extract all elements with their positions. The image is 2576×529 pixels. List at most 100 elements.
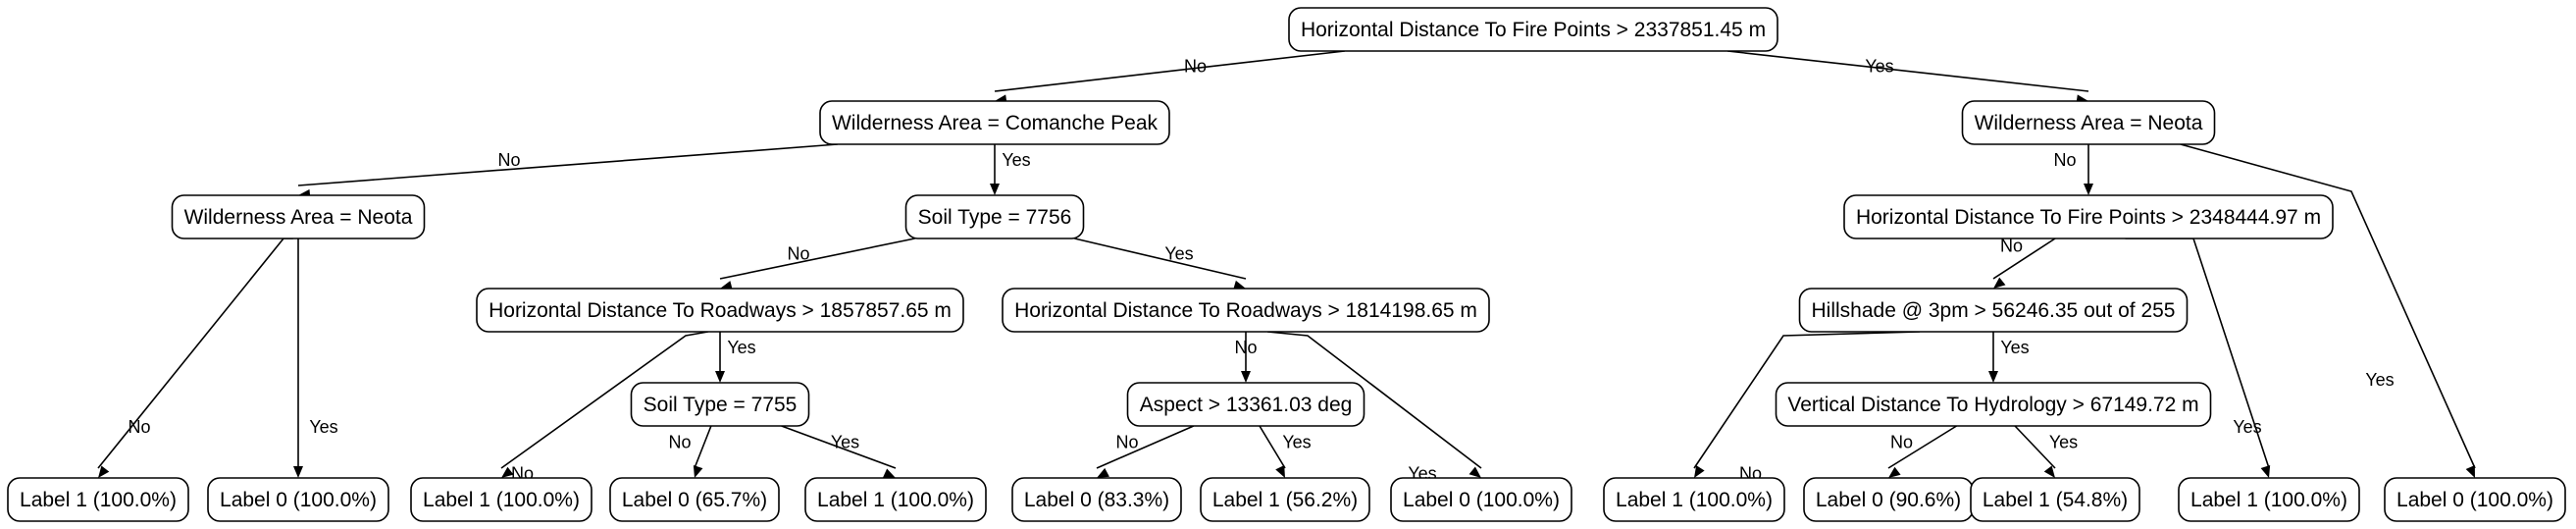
decision-node-n13: Aspect > 13361.03 deg [1126, 382, 1365, 427]
node-label: Wilderness Area = Comanche Peak [832, 112, 1159, 134]
node-box [1603, 477, 1785, 522]
node-box [171, 194, 426, 239]
edge-n22-n24 [2014, 425, 2056, 469]
edge-label-n13-n15: No [1115, 433, 1138, 452]
leaf-node-n15: Label 0 (83.3%) [1011, 477, 1182, 522]
arrowhead-n8-n14 [1468, 466, 1481, 478]
edge-n17-n19 [1992, 238, 2056, 280]
leaf-node-n5: Label 1 (100.0%) [7, 477, 189, 522]
arrowhead-n22-n24 [2043, 465, 2055, 478]
node-label: Label 1 (100.0%) [817, 489, 974, 511]
edge-label-n2-n18: Yes [2365, 370, 2394, 390]
node-box [1775, 382, 2212, 427]
arrowhead-n1-n4 [990, 184, 1000, 195]
arrowhead-n10-n11 [693, 465, 703, 478]
node-box [1002, 288, 1490, 333]
arrowhead-n19-n22 [1988, 371, 1998, 383]
edge-n19-n21 [1693, 331, 1921, 469]
edge-label-n2-n17: No [2053, 150, 2076, 170]
edge-label-n7-n10: Yes [727, 338, 755, 357]
decision-node-n0: Horizontal Distance To Fire Points > 233… [1288, 7, 1778, 52]
arrowhead-n22-n23 [1888, 466, 1901, 478]
tree-edges: No Yes No Yes No Yes No Yes No Yes No Yes No Yes No Yes… [97, 50, 2476, 484]
edge-n8-n14 [1266, 331, 1482, 469]
node-label: Label 1 (100.0%) [2190, 489, 2347, 511]
node-label: Label 1 (100.0%) [1616, 489, 1773, 511]
node-label: Wilderness Area = Neota [1975, 112, 2203, 134]
decision-node-n17: Horizontal Distance To Fire Points > 234… [1843, 194, 2334, 239]
edge-n13-n16 [1259, 425, 1286, 469]
leaf-node-n14: Label 0 (100.0%) [1390, 477, 1572, 522]
edge-label-n22-n24: Yes [2049, 433, 2078, 452]
leaf-node-n21: Label 1 (100.0%) [1603, 477, 1785, 522]
edge-label-n3-n6: Yes [309, 417, 337, 437]
edge-n7-n9 [500, 331, 708, 469]
leaf-node-n16: Label 1 (56.2%) [1200, 477, 1370, 522]
edge-label-n1-n4: Yes [1002, 150, 1030, 170]
node-box [207, 477, 389, 522]
decision-node-n8: Horizontal Distance To Roadways > 181419… [1002, 288, 1490, 333]
arrowhead-n7-n9 [501, 466, 514, 478]
decision-node-n22: Vertical Distance To Hydrology > 67149.7… [1775, 382, 2212, 427]
edge-n4-n7 [719, 238, 915, 280]
leaf-node-n12: Label 1 (100.0%) [804, 477, 987, 522]
node-box [804, 477, 987, 522]
node-box [1288, 7, 1778, 52]
node-label: Wilderness Area = Neota [184, 206, 413, 229]
arrowhead-n3-n6 [293, 466, 303, 478]
edge-label-n0-n2: Yes [1865, 57, 1893, 77]
edge-n13-n15 [1096, 425, 1195, 469]
edge-label-n13-n16: Yes [1282, 433, 1311, 452]
node-label: Label 0 (90.6%) [1816, 489, 1961, 511]
arrowhead-n2-n18 [2465, 465, 2475, 478]
edge-label-n10-n12: Yes [831, 433, 859, 452]
edge-label-n4-n8: Yes [1164, 244, 1193, 264]
node-label: Label 0 (65.7%) [622, 489, 767, 511]
node-box [476, 288, 964, 333]
node-label: Hillshade @ 3pm > 56246.35 out of 255 [1812, 299, 2176, 322]
node-label: Horizontal Distance To Fire Points > 233… [1301, 19, 1766, 41]
edge-n0-n2 [1727, 50, 2089, 92]
leaf-node-n9: Label 1 (100.0%) [410, 477, 592, 522]
arrowhead-n7-n10 [715, 371, 725, 383]
node-label: Horizontal Distance To Roadways > 181419… [1014, 299, 1477, 322]
leaf-node-n24: Label 1 (54.8%) [1970, 477, 2140, 522]
node-label: Horizontal Distance To Fire Points > 234… [1856, 206, 2321, 229]
edge-label-n10-n11: No [668, 433, 691, 452]
leaf-node-n20: Label 1 (100.0%) [2178, 477, 2360, 522]
arrowhead-n13-n15 [1097, 467, 1109, 478]
node-box [2384, 477, 2566, 522]
edge-n10-n11 [694, 425, 712, 469]
edge-n10-n12 [781, 425, 897, 469]
arrowhead-n17-n19 [1993, 277, 2006, 289]
node-box [1126, 382, 1365, 427]
node-box [904, 194, 1085, 239]
leaf-node-n11: Label 0 (65.7%) [609, 477, 780, 522]
arrowhead-n4-n8 [1233, 280, 1246, 291]
node-label: Label 0 (100.0%) [2396, 489, 2553, 511]
node-label: Label 1 (100.0%) [20, 489, 177, 511]
node-label: Label 1 (56.2%) [1212, 489, 1358, 511]
edge-label-n1-n3: No [497, 150, 520, 170]
decision-node-n19: Hillshade @ 3pm > 56246.35 out of 255 [1798, 288, 2189, 333]
edge-label-n3-n5: No [128, 417, 150, 437]
decision-node-n4: Soil Type = 7756 [904, 194, 1085, 239]
node-box [609, 477, 780, 522]
node-box [1970, 477, 2140, 522]
arrowhead-n10-n12 [883, 468, 896, 478]
node-box [410, 477, 592, 522]
node-box [1961, 100, 2216, 145]
node-box [2178, 477, 2360, 522]
arrowhead-n19-n21 [1694, 465, 1705, 478]
edge-label-n4-n7: No [787, 244, 809, 264]
edge-label-n8-n13: No [1234, 338, 1257, 357]
node-label: Soil Type = 7756 [918, 206, 1072, 229]
node-label: Vertical Distance To Hydrology > 67149.7… [1787, 394, 2198, 416]
node-box [7, 477, 189, 522]
edge-label-n17-n19: No [2000, 237, 2023, 256]
node-label: Label 1 (100.0%) [423, 489, 580, 511]
node-label: Horizontal Distance To Roadways > 185785… [489, 299, 952, 322]
arrowhead-n3-n5 [98, 465, 110, 478]
tree-nodes: Horizontal Distance To Fire Points > 233… [7, 7, 2566, 522]
